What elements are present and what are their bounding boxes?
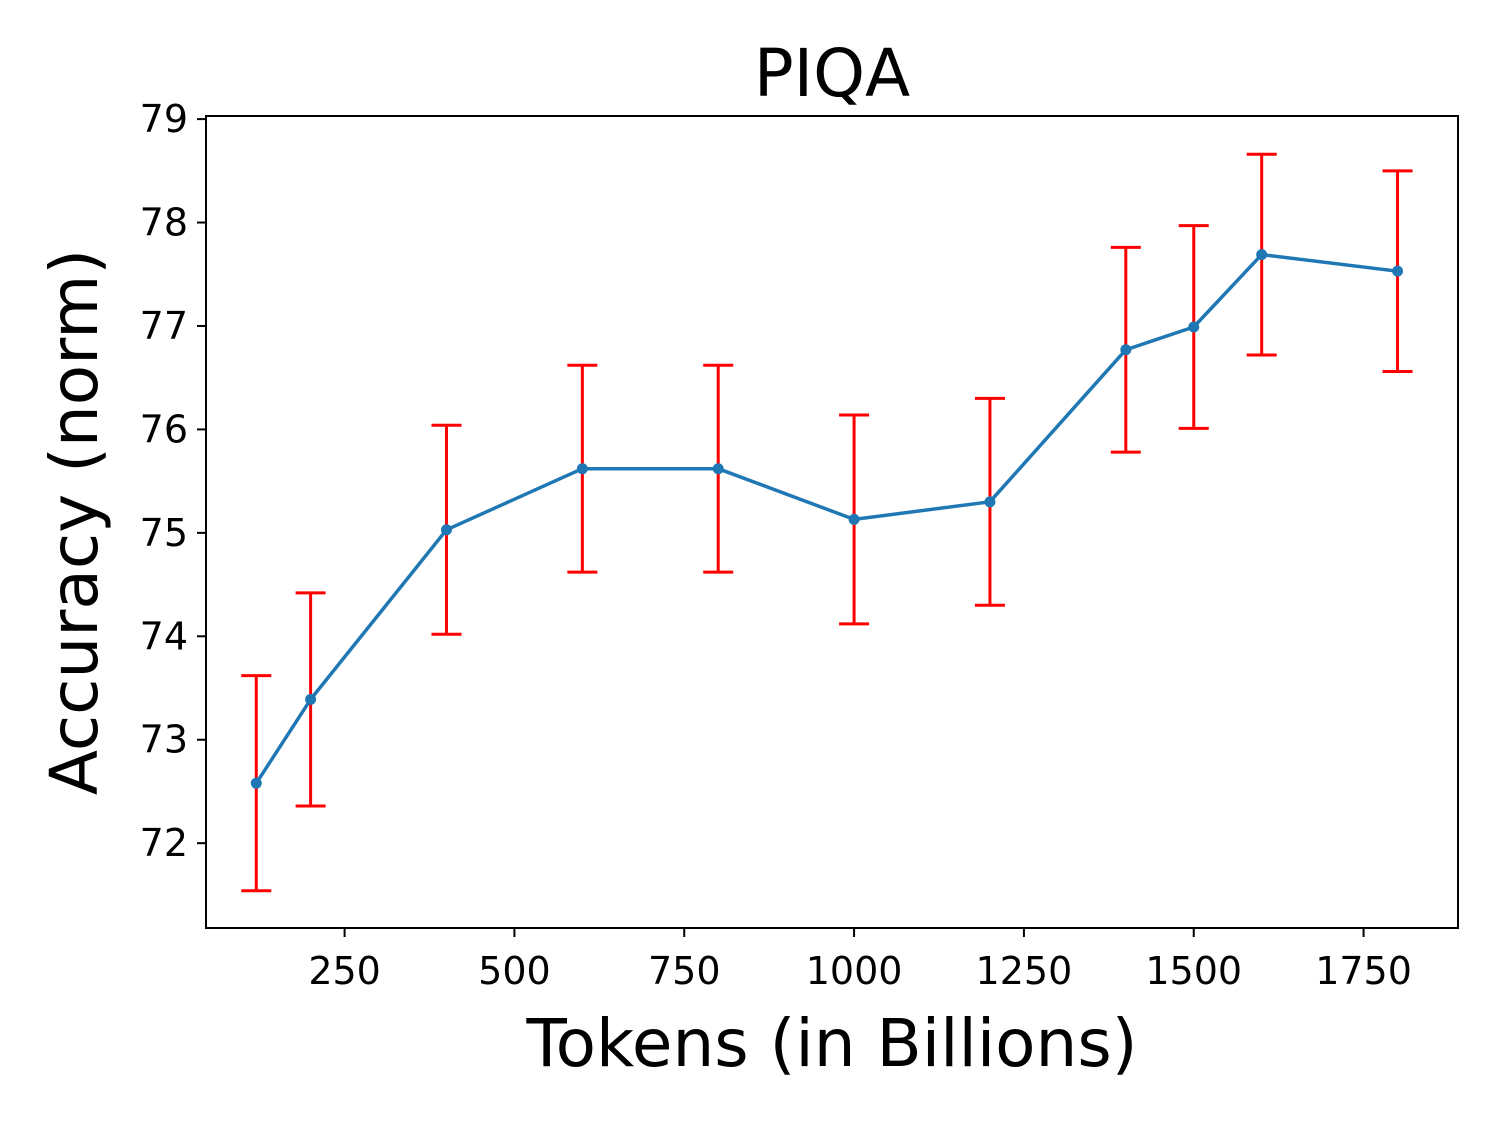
x-axis-label: Tokens (in Billions) — [525, 1005, 1137, 1082]
x-tick-label: 1250 — [976, 949, 1073, 993]
chart-title: PIQA — [754, 35, 910, 112]
data-point — [1392, 265, 1404, 277]
x-tick-label: 1000 — [806, 949, 903, 993]
data-point — [1256, 249, 1268, 261]
y-tick-label: 77 — [140, 304, 188, 348]
y-tick-label: 79 — [140, 97, 188, 141]
data-point — [848, 513, 860, 525]
y-tick-label: 75 — [140, 511, 188, 555]
data-point — [576, 463, 588, 475]
y-tick-label: 78 — [140, 201, 188, 245]
x-tick-label: 500 — [478, 949, 551, 993]
y-axis-ticks: 72 73 74 75 76 77 78 79 — [140, 97, 206, 865]
x-tick-label: 1750 — [1315, 949, 1412, 993]
plot-frame — [205, 115, 1459, 929]
data-point — [712, 463, 724, 475]
y-tick-label: 76 — [140, 407, 188, 451]
x-tick-label: 250 — [308, 949, 381, 993]
data-point — [305, 693, 317, 705]
x-tick-label: 750 — [648, 949, 721, 993]
y-tick-label: 73 — [140, 718, 188, 762]
y-tick-label: 74 — [140, 614, 188, 658]
data-point — [440, 524, 452, 536]
data-point — [250, 777, 262, 789]
x-axis-ticks: 250 500 750 1000 1250 1500 1750 — [308, 928, 1412, 993]
x-tick-label: 1500 — [1145, 949, 1242, 993]
y-axis-label: Accuracy (norm) — [36, 249, 113, 795]
data-point — [984, 496, 996, 508]
data-point — [1188, 321, 1200, 333]
data-point — [1120, 344, 1132, 356]
series-markers — [250, 249, 1404, 789]
y-tick-label: 72 — [140, 821, 188, 865]
